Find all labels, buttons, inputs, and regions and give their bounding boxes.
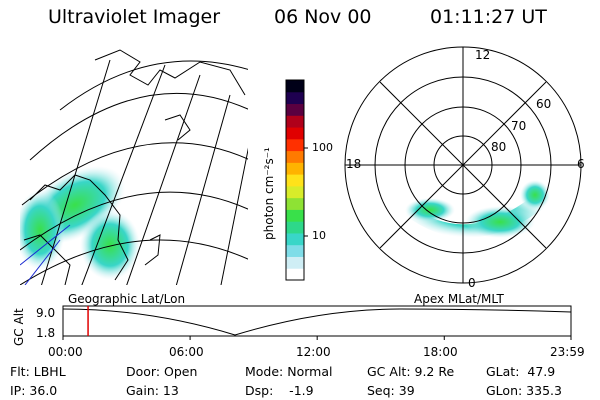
timeline-xtick-1800: 18:00 (423, 345, 458, 359)
colorbar-tick-10: 10 (312, 229, 326, 242)
date-label: 06 Nov 00 (274, 6, 372, 28)
info-ip: IP: 36.0 (10, 383, 58, 398)
colorbar-segment (286, 127, 304, 140)
polar-aurora (405, 180, 550, 238)
info-dsp: Dsp: -1.9 (245, 383, 314, 398)
polar-caption: Apex MLat/MLT (414, 292, 504, 306)
colorbar-segment (286, 209, 304, 222)
info-filter: Flt: LBHL (10, 364, 66, 379)
polar-lat-80: 80 (491, 140, 507, 154)
colorbar-segment (286, 221, 304, 234)
colorbar-tick-100: 100 (312, 141, 333, 154)
colorbar-segment (286, 244, 304, 257)
polar-lat-70: 70 (511, 119, 527, 133)
polar-lat-60: 60 (536, 97, 552, 111)
timeline-ytick-9: 9.0 (36, 306, 56, 320)
info-door: Door: Open (126, 364, 198, 379)
colorbar-segment (286, 80, 304, 93)
colorbar-segment (286, 138, 304, 152)
colorbar-segment (286, 150, 304, 163)
colorbar-segment (286, 162, 304, 175)
info-gain: Gain: 13 (126, 383, 179, 398)
colorbar-segment (286, 197, 304, 210)
colorbar-segment (286, 174, 304, 187)
polar-label-12: 12 (475, 48, 491, 62)
timeline-xtick-2359: 23:59 (550, 345, 585, 359)
info-seq: Seq: 39 (367, 383, 415, 398)
colorbar-segment (286, 91, 304, 105)
colorbar-segment (286, 115, 304, 128)
timeline-ytick-1-8: 1.8 (36, 326, 56, 340)
timeline-xtick-0000: 00:00 (48, 345, 83, 359)
info-mode: Mode: Normal (245, 364, 333, 379)
colorbar-segment (286, 185, 304, 199)
timeline-xtick-0600: 06:00 (169, 345, 204, 359)
info-gc-alt: GC Alt: 9.2 Re (367, 364, 455, 379)
app-title: Ultraviolet Imager (48, 6, 221, 28)
polar-label-0: 0 (468, 276, 476, 290)
map-caption: Geographic Lat/Lon (68, 292, 186, 306)
colorbar-segment (286, 232, 304, 246)
colorbar-segment (286, 268, 304, 281)
polar-label-6: 6 (577, 157, 585, 171)
colorbar-strip (286, 80, 304, 281)
time-label: 01:11:27 UT (430, 6, 547, 28)
info-glat: GLat: 47.9 (486, 364, 556, 379)
timeline-xtick-1200: 12:00 (296, 345, 331, 359)
info-glon: GLon: 335.3 (486, 383, 562, 398)
map-aurora (20, 165, 140, 280)
polar-label-18: 18 (346, 157, 362, 171)
colorbar-segment (286, 103, 304, 116)
colorbar-segment (286, 256, 304, 269)
